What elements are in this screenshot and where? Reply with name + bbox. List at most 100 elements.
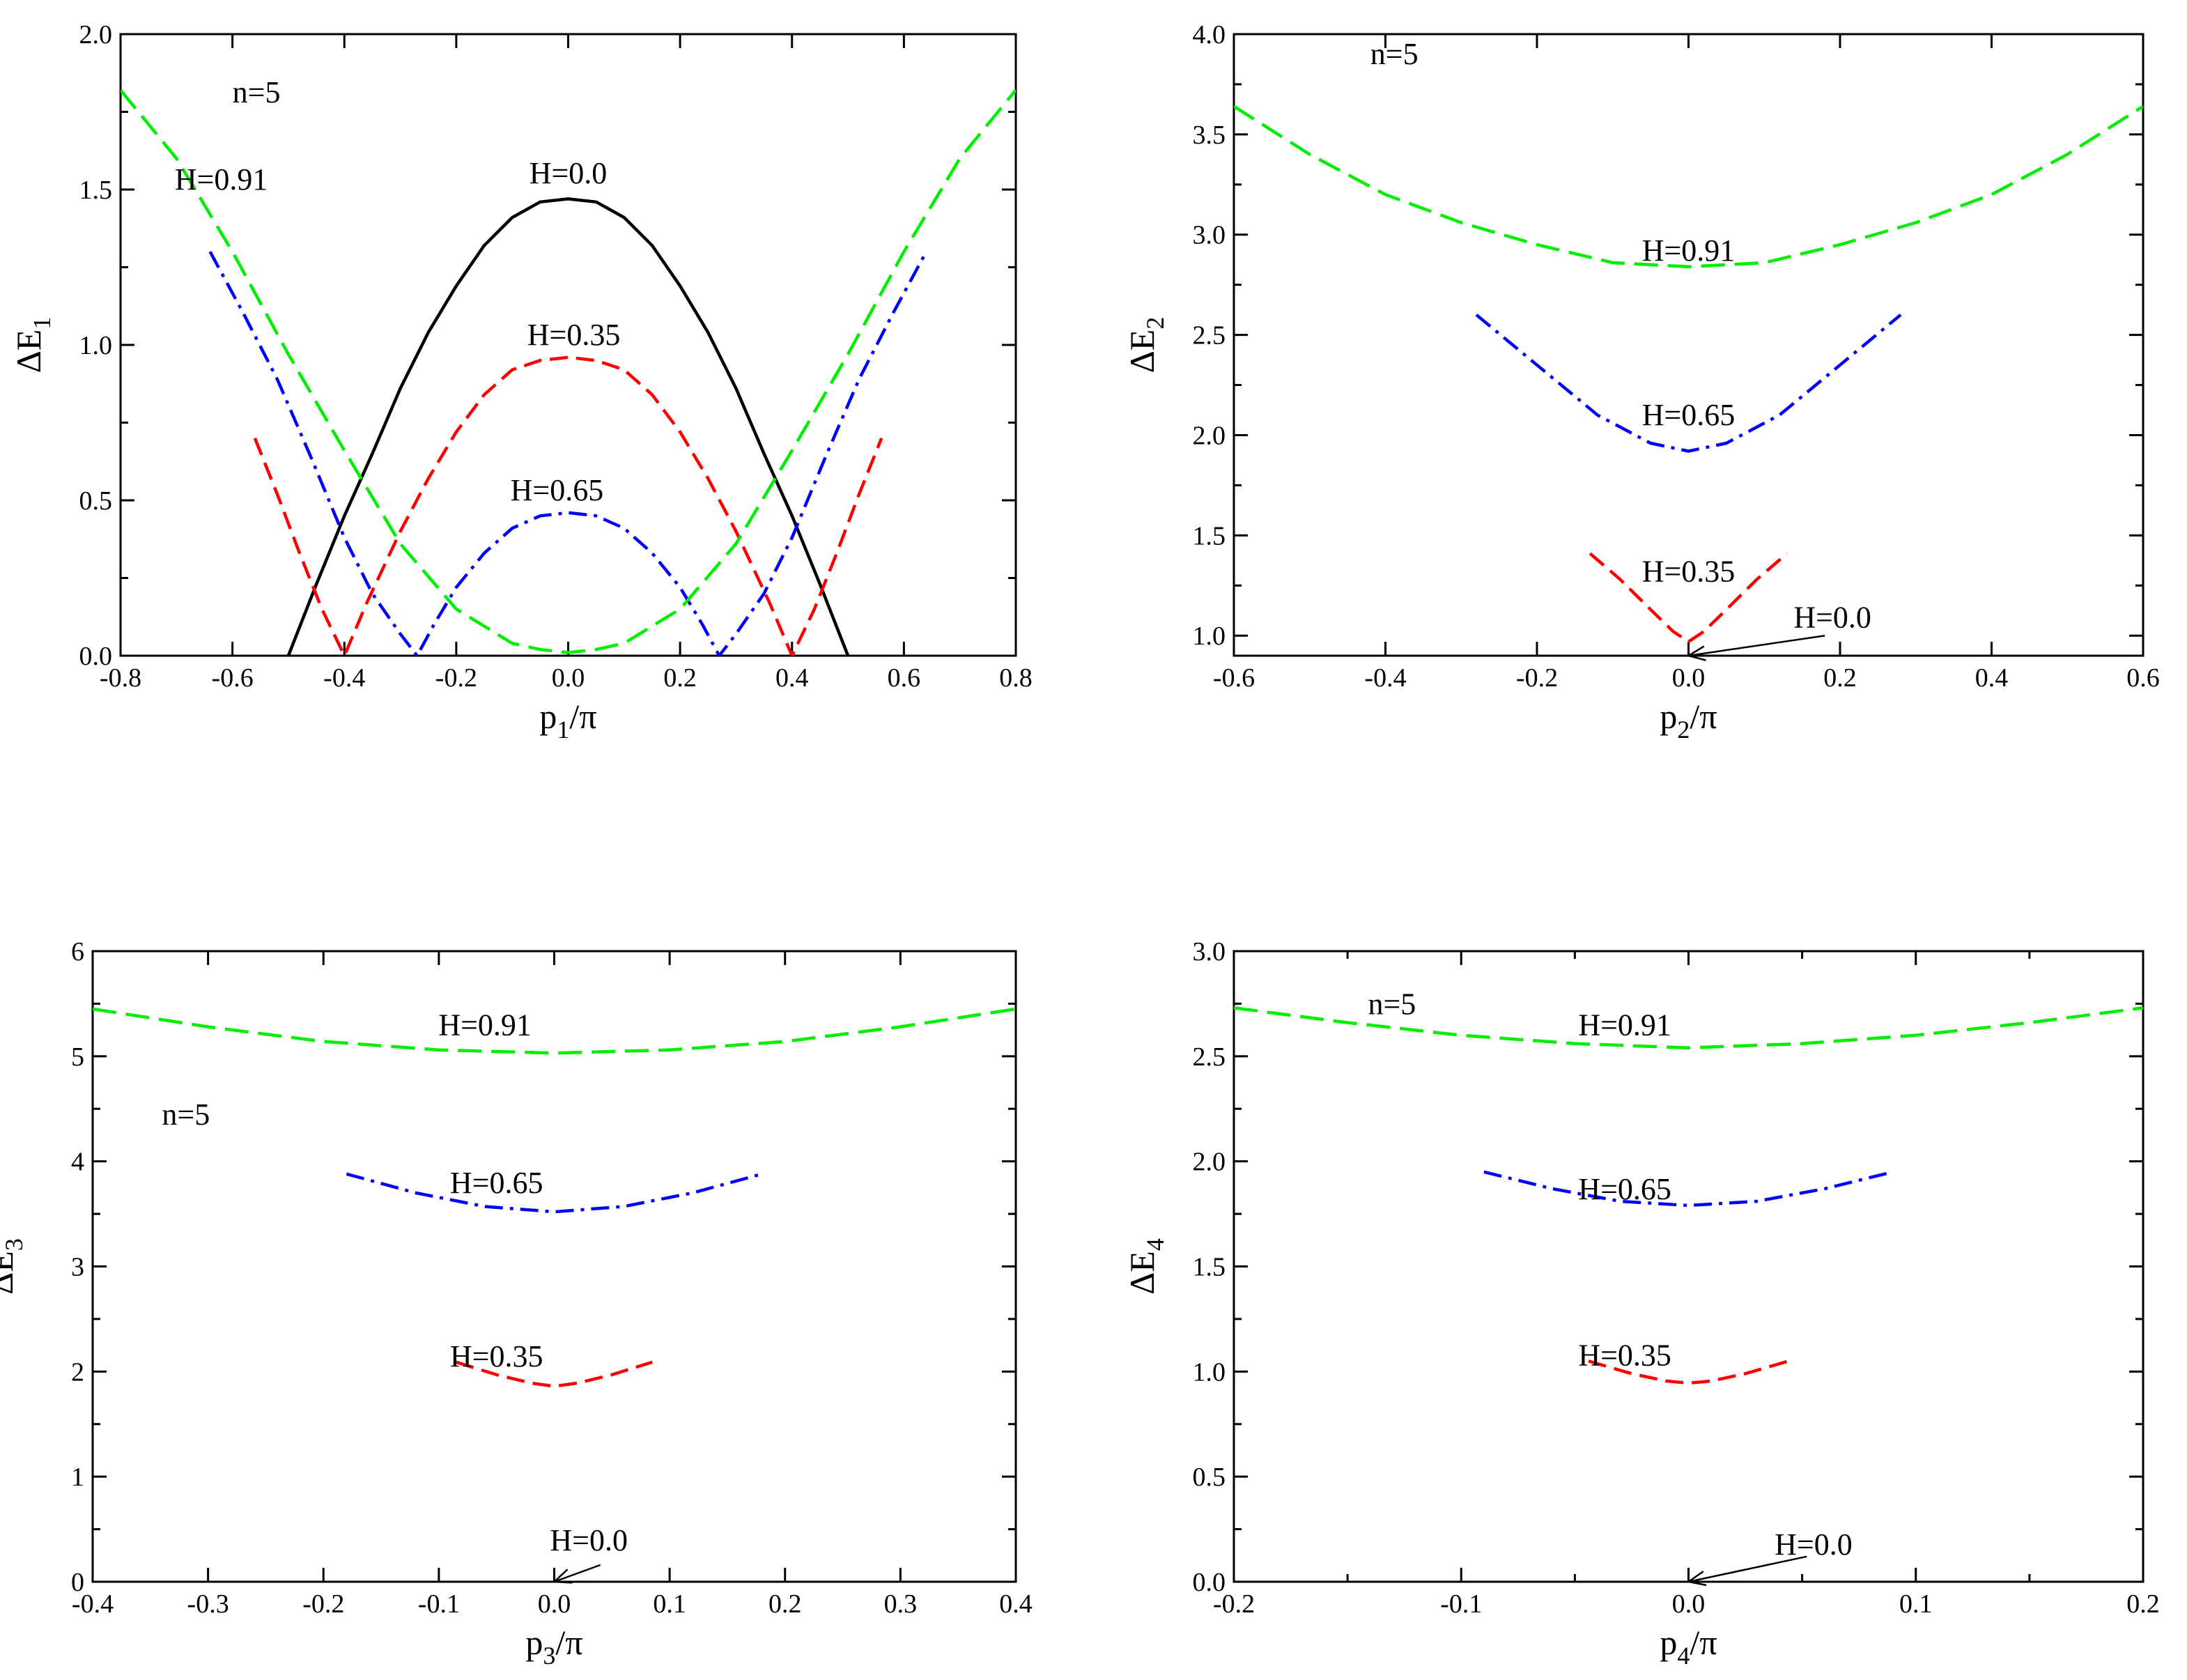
- curve-label: H=0.91: [438, 1008, 532, 1042]
- y-tick-label: 1.0: [1193, 1357, 1226, 1387]
- y-tick-label: 5: [71, 1042, 84, 1072]
- y-axis-label: ΔE4: [1122, 1238, 1169, 1295]
- curve-label: H=0.0: [530, 156, 608, 190]
- series-line-h-0-91: [1234, 1006, 2143, 1050]
- y-tick-label: 0.5: [79, 486, 113, 516]
- x-tick-label: 0.0: [552, 663, 585, 693]
- series-line-h-0-65: [1475, 314, 1902, 453]
- y-axis-label: ΔE3: [0, 1238, 28, 1295]
- x-tick-label: -0.4: [72, 1589, 114, 1619]
- arrow-line: [1688, 634, 1825, 657]
- x-tick-label: -0.8: [100, 663, 141, 693]
- curve-label: H=0.0: [1793, 601, 1871, 635]
- curve-label: H=0.0: [550, 1523, 628, 1557]
- arrow-head: [1686, 645, 1706, 661]
- x-tick-label: -0.6: [1213, 663, 1255, 693]
- curve-label: H=0.91: [175, 162, 268, 196]
- y-tick-label: 6: [71, 937, 84, 966]
- y-tick-label: 4.0: [1193, 20, 1226, 49]
- y-tick-label: 0.5: [1193, 1463, 1226, 1492]
- series-line-h-0-35: [1589, 552, 1788, 644]
- x-axis-label: p4/π: [1660, 1623, 1717, 1670]
- series-line-h-0-0: [286, 197, 850, 656]
- y-axis-label: ΔE1: [9, 317, 56, 373]
- x-tick-label: 0.2: [1823, 663, 1857, 693]
- y-tick-label: 0.0: [1193, 1568, 1226, 1597]
- x-tick-label: 0.6: [888, 663, 921, 693]
- x-tick-label: 0.2: [2126, 1589, 2160, 1619]
- x-axis-label: p3/π: [525, 1623, 582, 1670]
- x-tick-label: -0.3: [187, 1589, 229, 1619]
- y-tick-label: 2.0: [1193, 421, 1226, 450]
- series-line-h-0-65: [346, 1172, 763, 1214]
- y-tick-label: 2.0: [79, 20, 113, 49]
- x-axis-label: p2/π: [1660, 697, 1717, 743]
- y-tick-label: 1.5: [1193, 521, 1226, 550]
- y-tick-label: 1.5: [79, 176, 113, 205]
- curve-label: H=0.91: [1578, 1008, 1671, 1042]
- arrow-line: [554, 1564, 601, 1583]
- chart-p2: -0.6 -0.4 -0.2 0.0 0.2 0.4 0.6 1.0 1.5 2.0 2.5 3.0 3…: [1122, 20, 2160, 743]
- x-tick-label: 0.4: [1975, 663, 2009, 693]
- x-tick-label: 0.6: [2126, 663, 2160, 693]
- y-tick-label: 1.5: [1193, 1253, 1226, 1282]
- x-tick-label: 0.0: [1672, 1589, 1706, 1619]
- x-axis-label: p1/π: [539, 697, 596, 743]
- x-tick-label: 0.1: [653, 1589, 686, 1619]
- y-tick-label: 2.0: [1193, 1148, 1226, 1177]
- y-tick-label: 1: [71, 1463, 84, 1492]
- x-tick-label: 0.2: [663, 663, 697, 693]
- plot-frame: [1232, 950, 2145, 1583]
- x-tick-label: 0.8: [999, 663, 1033, 693]
- y-tick-label: 3: [71, 1253, 84, 1282]
- series-line-h-0-91: [93, 1007, 1016, 1055]
- arrow-line: [1688, 1555, 1807, 1583]
- n-label: n=5: [1370, 37, 1419, 71]
- chart-p4: -0.2 -0.1 0.0 0.1 0.2 0.0 0.5 1.0 1.5 2.0 2.5 3.0 p4…: [1122, 937, 2160, 1670]
- curve-label: H=0.0: [1775, 1527, 1853, 1562]
- x-tick-label: 0.4: [999, 1589, 1033, 1619]
- x-tick-label: 0.0: [1672, 663, 1706, 693]
- curve-label: H=0.65: [1642, 398, 1736, 432]
- curve-label: H=0.91: [1642, 233, 1736, 268]
- series-line-h-0-65: [208, 251, 928, 656]
- x-tick-label: -0.1: [418, 1589, 460, 1619]
- series-line-h-0-65: [1483, 1170, 1894, 1208]
- series-line-h-0-35: [1588, 1359, 1789, 1385]
- arrow-head: [1686, 1571, 1707, 1587]
- x-tick-label: 0.2: [768, 1589, 802, 1619]
- x-tick-label: -0.6: [212, 663, 254, 693]
- y-tick-label: 2.5: [1193, 1042, 1226, 1072]
- curve-label: H=0.65: [511, 473, 604, 507]
- x-tick-label: 0.4: [775, 663, 809, 693]
- series-line-h-0-91: [1234, 105, 2143, 269]
- plot-frame: [91, 950, 1017, 1583]
- y-tick-label: 3.0: [1193, 221, 1226, 250]
- x-tick-label: -0.2: [1516, 663, 1558, 693]
- curve-label: H=0.35: [1578, 1338, 1671, 1372]
- chart-p1: -0.8 -0.6 -0.4 -0.2 0.0 0.2 0.4 0.6 0.8 0.0 0.5 1.0…: [9, 20, 1033, 743]
- x-tick-label: -0.4: [323, 663, 365, 693]
- x-tick-label: 0.3: [884, 1589, 918, 1619]
- curve-label: H=0.65: [1578, 1172, 1671, 1206]
- y-tick-label: 0: [71, 1568, 84, 1597]
- curve-label: H=0.35: [527, 318, 621, 352]
- x-tick-label: -0.1: [1440, 1589, 1482, 1619]
- x-tick-label: 0.1: [1899, 1589, 1933, 1619]
- x-tick-label: -0.2: [302, 1589, 344, 1619]
- x-tick-label: -0.4: [1364, 663, 1406, 693]
- y-axis-label: ΔE2: [1122, 317, 1169, 373]
- curve-label: H=0.65: [450, 1166, 543, 1200]
- y-tick-label: 4: [71, 1148, 84, 1177]
- y-tick-label: 3.5: [1193, 121, 1226, 150]
- n-label: n=5: [162, 1097, 210, 1132]
- y-tick-label: 2.5: [1193, 321, 1226, 350]
- y-tick-label: 3.0: [1193, 937, 1226, 966]
- arrow-head: [552, 1569, 573, 1584]
- x-tick-label: -0.2: [1213, 1589, 1255, 1619]
- series-line-h-0-91: [121, 88, 1016, 654]
- x-tick-label: 0.0: [538, 1589, 571, 1619]
- n-label: n=5: [1368, 987, 1416, 1022]
- chart-p3: -0.4 -0.3 -0.2 -0.1 0.0 0.1 0.2 0.3 0.4 0 1 2 3 4 5 6 p3…: [0, 937, 1033, 1670]
- x-tick-label: -0.2: [435, 663, 477, 693]
